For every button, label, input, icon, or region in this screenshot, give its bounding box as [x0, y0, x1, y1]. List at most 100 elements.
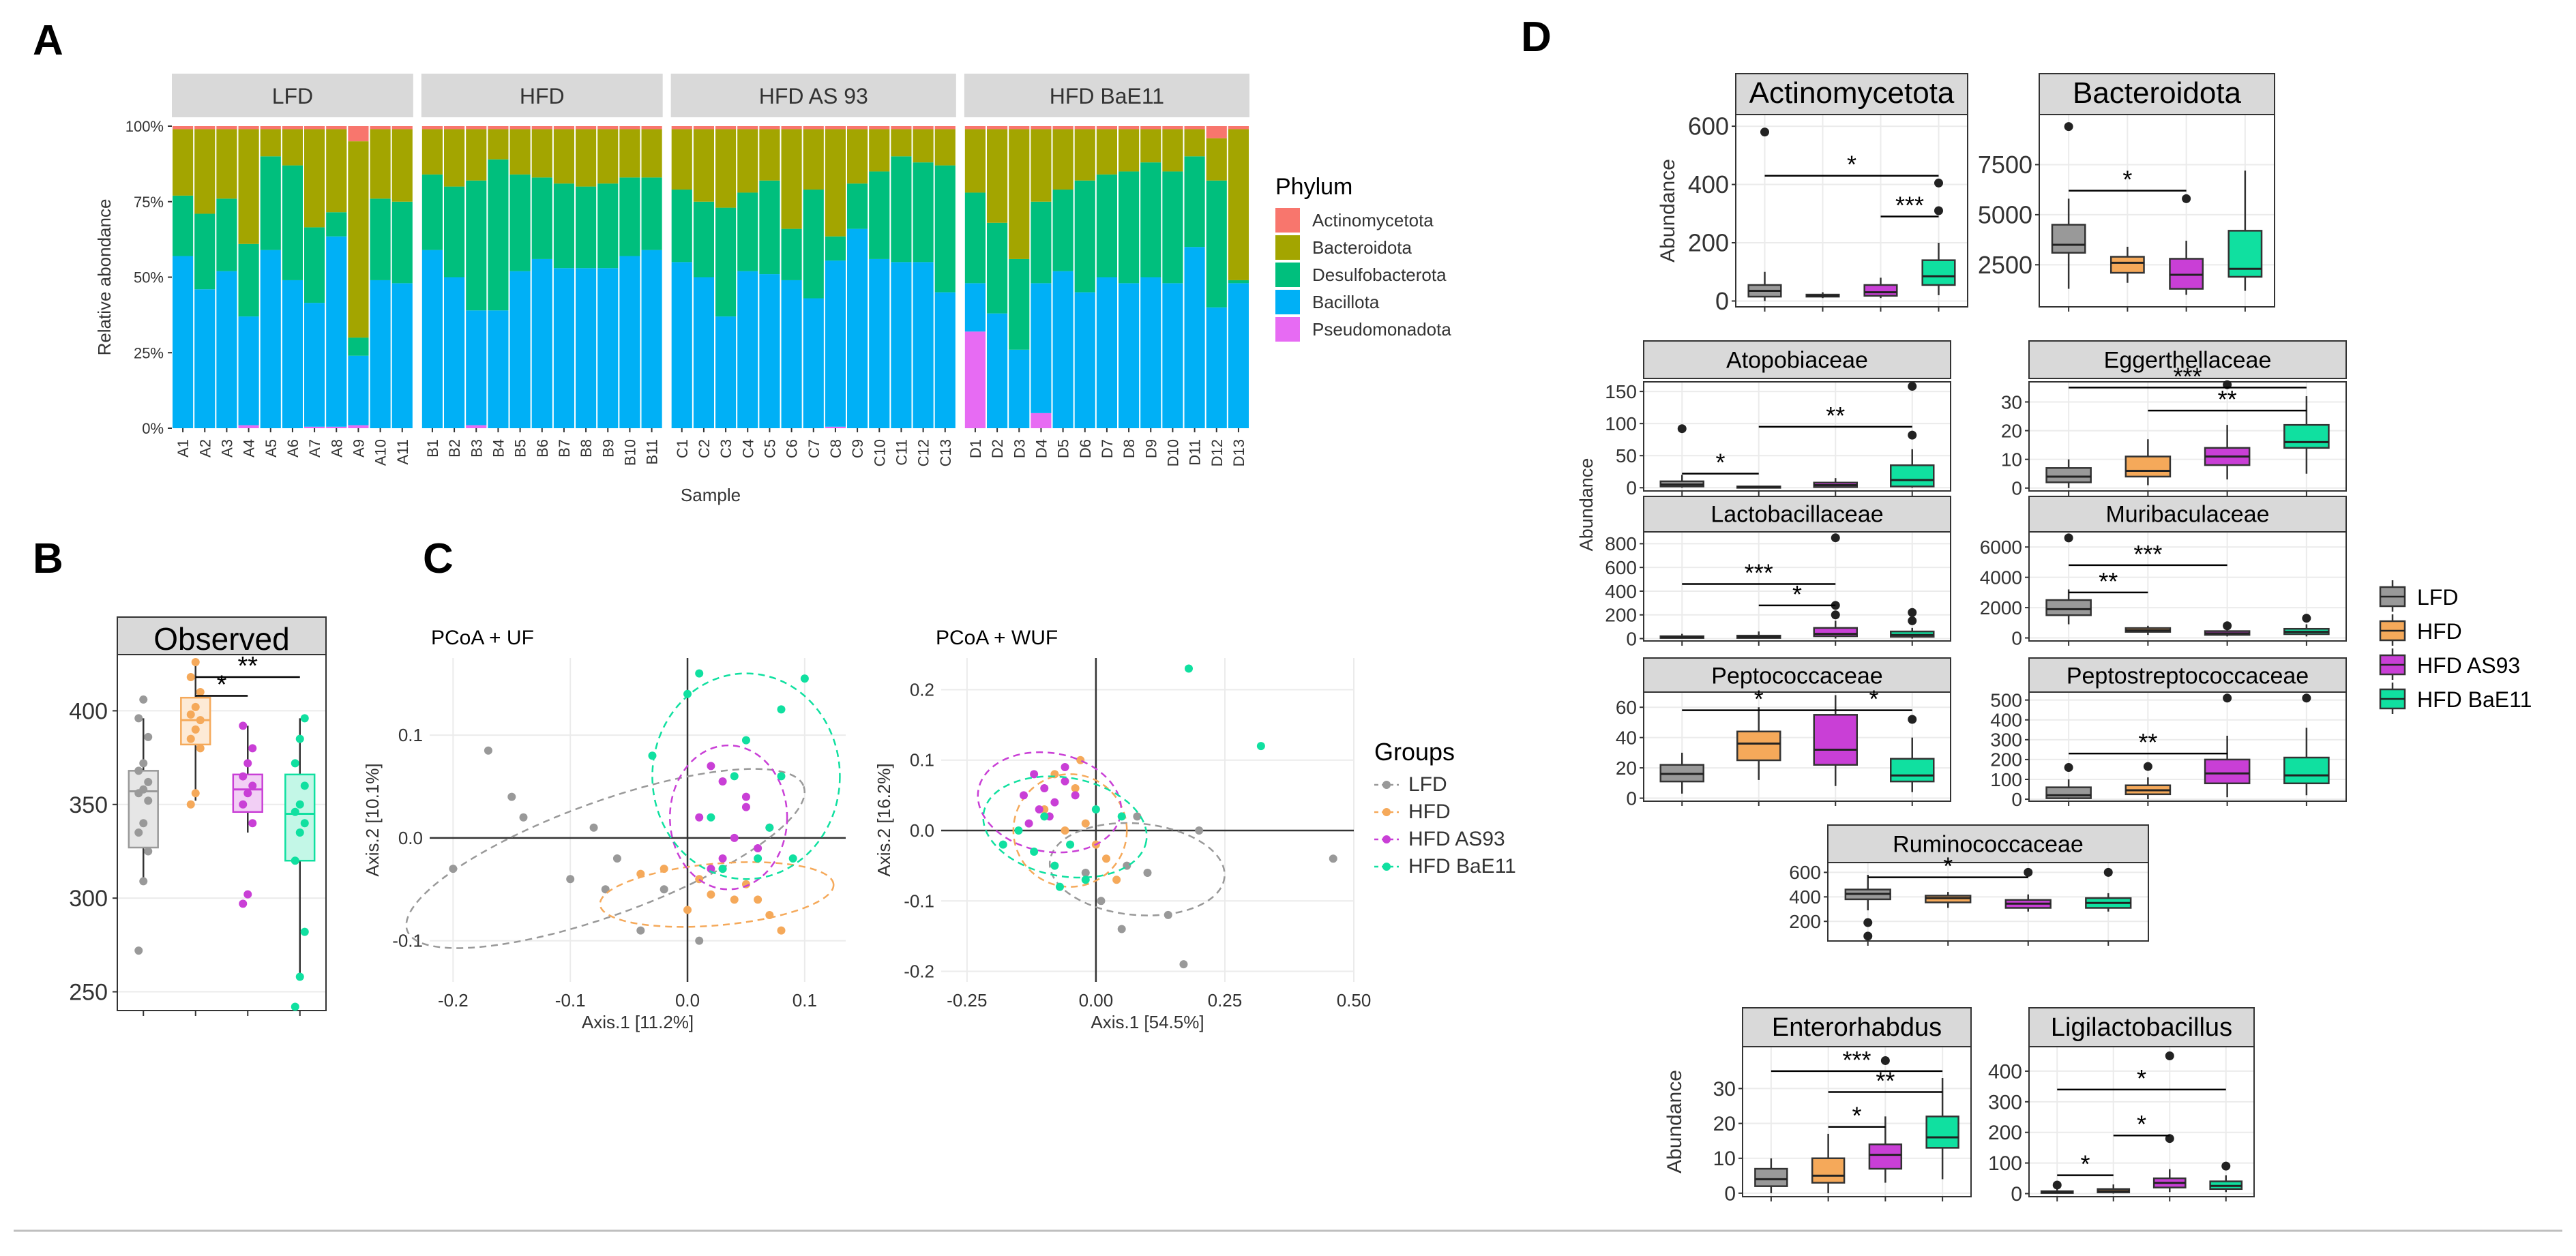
scatter-point — [718, 865, 727, 873]
box-iqr — [1868, 1143, 1903, 1170]
bar-segment-pseudomonadota-d4 — [1031, 413, 1052, 428]
bar-segment-bacillota-b1 — [421, 250, 443, 428]
bar-segment-desulfobacterota-b2 — [444, 186, 465, 278]
data-point — [139, 759, 148, 768]
box-iqr — [1890, 464, 1935, 488]
outlier-point — [2064, 763, 2073, 773]
data-point — [248, 819, 257, 828]
legend-dot — [1382, 835, 1391, 843]
scatter-point — [1035, 805, 1043, 814]
scatter-point — [718, 777, 727, 786]
bar-segment-actinomycetota-b11 — [641, 126, 662, 130]
bar-segment-bacillota-c13 — [934, 292, 956, 428]
scatter-point — [1091, 805, 1100, 814]
bar-segment-desulfobacterota-b4 — [488, 159, 509, 311]
bar-segment-actinomycetota-b3 — [466, 126, 487, 130]
bar-segment-bacillota-b10 — [619, 256, 640, 428]
data-point — [291, 1002, 299, 1011]
legend-label: LFD — [1408, 773, 1447, 796]
outlier-point — [1908, 608, 1917, 617]
panel-label-A: A — [33, 17, 63, 64]
bar-segment-desulfobacterota-a9 — [348, 338, 369, 356]
box-iqr — [1925, 1116, 1959, 1149]
bar-segment-desulfobacterota-c12 — [913, 162, 934, 263]
legend-title: Phylum — [1275, 174, 1352, 200]
scatter-point — [718, 854, 727, 863]
facet-strip-label: Bacteroidota — [2073, 76, 2242, 110]
y-tick-label: 100% — [125, 118, 164, 135]
data-point — [134, 828, 143, 837]
x-tick-label: B4 — [490, 439, 507, 458]
legend-label: Pseudomonadota — [1312, 319, 1451, 340]
bar-segment-bacillota-d13 — [1228, 283, 1249, 428]
y-tick-label: 800 — [1605, 533, 1637, 554]
bar-segment-bacteroidota-b10 — [619, 129, 640, 178]
box-iqr — [284, 773, 316, 862]
y-tick-label: 200 — [1988, 1122, 2022, 1144]
scatter-point — [788, 854, 797, 863]
bar-segment-desulfobacterota-c4 — [737, 192, 758, 271]
scatter-point — [695, 669, 704, 678]
significance-label: ** — [2138, 728, 2157, 756]
box-iqr — [2051, 224, 2086, 254]
data-point — [191, 789, 200, 798]
data-point — [239, 899, 248, 908]
bar-segment-desulfobacterota-c6 — [781, 228, 802, 280]
bar-segment-actinomycetota-b1 — [421, 126, 443, 130]
significance-label: * — [1943, 852, 1953, 880]
data-point — [239, 800, 248, 809]
significance-label: * — [217, 670, 227, 699]
bar-segment-bacteroidota-d5 — [1052, 129, 1074, 190]
scatter-point — [1102, 854, 1110, 863]
bar-segment-desulfobacterota-b5 — [509, 174, 531, 271]
scatter-point — [1050, 861, 1059, 870]
data-point — [300, 781, 309, 790]
bar-segment-desulfobacterota-d12 — [1206, 180, 1227, 308]
pcoa-title: PCoA + WUF — [936, 627, 1058, 649]
outlier-point — [1934, 206, 1943, 215]
confidence-ellipse-3 — [982, 775, 1148, 879]
bar-segment-bacteroidota-b9 — [597, 129, 619, 184]
box-iqr — [2045, 599, 2092, 616]
box-iqr — [1754, 1167, 1788, 1187]
scatter-point — [1014, 826, 1023, 835]
facet-strip — [2028, 1007, 2255, 1047]
bar-segment-desulfobacterota-b1 — [421, 174, 443, 250]
bar-segment-bacillota-a7 — [304, 303, 325, 427]
facet-panel — [2028, 531, 2347, 642]
x-tick-label: 0.00 — [1079, 990, 1114, 1011]
x-tick-label: D9 — [1142, 439, 1159, 458]
scatter-point — [777, 772, 786, 781]
y-tick-label: 5000 — [1978, 200, 2032, 228]
scatter-point — [1143, 868, 1152, 877]
bar-segment-desulfobacterota-b8 — [576, 186, 597, 269]
bar-segment-bacteroidota-d9 — [1140, 129, 1161, 163]
y-tick-label: 40 — [1616, 727, 1637, 748]
bar-segment-desulfobacterota-d8 — [1119, 171, 1140, 284]
y-tick-label: 0.0 — [398, 828, 423, 848]
bar-segment-bacteroidota-a7 — [304, 129, 325, 228]
outlier-point — [1908, 382, 1917, 391]
scatter-point — [1061, 777, 1069, 786]
legend-label: HFD AS93 — [1408, 828, 1505, 850]
bar-segment-bacillota-d2 — [987, 313, 1008, 428]
bar-segment-bacillota-d8 — [1119, 283, 1140, 428]
data-point — [291, 759, 299, 768]
data-point — [239, 721, 248, 730]
scatter-point — [707, 813, 715, 822]
bar-segment-desulfobacterota-a6 — [282, 165, 303, 280]
scatter-point — [707, 762, 715, 771]
data-point — [243, 759, 252, 768]
scatter-point — [519, 813, 528, 822]
x-tick-label: C12 — [915, 439, 932, 466]
panel-label-D: D — [1521, 14, 1552, 61]
data-point — [134, 714, 143, 723]
bar-segment-bacteroidota-c5 — [759, 129, 780, 181]
facet-strip-label: HFD BaE11 — [1050, 84, 1164, 108]
x-tick-label: B3 — [468, 439, 485, 458]
significance-label: *** — [1895, 192, 1924, 220]
bar-segment-actinomycetota-a7 — [304, 126, 325, 130]
scatter-point — [1024, 819, 1033, 828]
y-tick-label: 0.1 — [910, 750, 934, 771]
scatter-point — [1117, 812, 1126, 821]
